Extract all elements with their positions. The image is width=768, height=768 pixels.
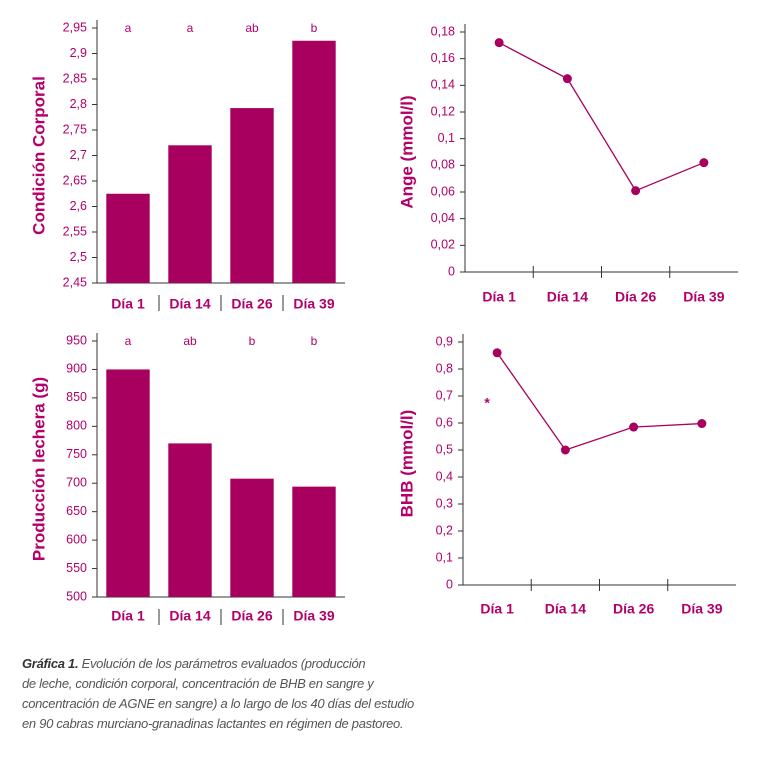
x-tick-label: Día 39 (681, 601, 722, 617)
point (629, 422, 639, 432)
y-tick-label: 0,1 (438, 131, 455, 145)
x-tick-label: Día 26 (231, 608, 272, 624)
significance-letter: ab (183, 334, 197, 348)
x-tick-label: Día 26 (615, 289, 656, 305)
y-tick-label: 2,6 (70, 199, 87, 213)
y-axis-title: Condición Corporal (29, 76, 48, 235)
y-tick-label: 900 (66, 362, 87, 376)
caption-line: de leche, condición corporal, concentrac… (22, 676, 374, 691)
y-tick-label: 0,02 (431, 238, 455, 252)
y-tick-label: 0,2 (436, 523, 453, 537)
x-tick-label: Día 14 (545, 601, 586, 617)
significance-letter: ab (245, 21, 259, 35)
point (492, 348, 502, 358)
y-tick-label: 2,75 (63, 122, 87, 136)
significance-mark: * (484, 395, 490, 411)
x-tick-label: Día 39 (293, 296, 334, 312)
significance-letter: a (125, 334, 132, 348)
y-tick-label: 0,06 (431, 184, 455, 198)
bar (168, 443, 212, 597)
point (494, 38, 504, 48)
x-tick-label: Día 1 (480, 601, 514, 617)
y-tick-label: 0,5 (436, 442, 453, 456)
point (560, 445, 570, 455)
y-tick-label: 500 (66, 589, 87, 603)
y-axis-title: Producción lechera (g) (29, 377, 48, 561)
caption-line: concentración de AGNE en sangre) a lo la… (22, 696, 414, 711)
caption-label: Gráfica 1. (22, 656, 79, 671)
x-tick-label: Día 14 (169, 608, 210, 624)
y-tick-label: 2,95 (63, 20, 87, 34)
y-tick-label: 0,08 (431, 158, 455, 172)
y-tick-label: 0 (448, 264, 455, 278)
y-tick-label: 0,4 (436, 469, 453, 483)
y-tick-label: 2,55 (63, 224, 87, 238)
caption: Gráfica 1. Evolución de los parámetros e… (22, 654, 414, 734)
significance-letter: a (125, 21, 132, 35)
y-tick-label: 2,85 (63, 71, 87, 85)
y-tick-label: 600 (66, 532, 87, 546)
charts: 2,45 2,5 2,55 2,6 2,65 2,7 2,75 2,8 2,85 2,9 2,95 C… (29, 20, 738, 625)
y-tick-label: 0 (446, 577, 453, 591)
y-tick-label: 850 (66, 390, 87, 404)
bar (106, 193, 150, 283)
y-axis-title: Ange (mmol/l) (397, 95, 416, 208)
bar (292, 486, 336, 597)
point (562, 74, 572, 84)
y-tick-label: 550 (66, 561, 87, 575)
significance-letter: b (311, 334, 318, 348)
y-tick-label: 0,3 (436, 496, 453, 510)
y-tick-label: 800 (66, 419, 87, 433)
point (697, 419, 707, 429)
bar (292, 40, 336, 283)
y-tick-label: 0,12 (431, 104, 455, 118)
bar (106, 369, 150, 597)
x-tick-label: Día 1 (482, 289, 516, 305)
bar (230, 478, 274, 597)
y-tick-label: 0,1 (436, 550, 453, 564)
x-tick-label: Día 26 (613, 601, 654, 617)
y-tick-label: 0,14 (431, 78, 455, 92)
y-tick-label: 0,18 (431, 24, 455, 38)
line (498, 42, 705, 192)
point (631, 186, 641, 196)
y-tick-label: 700 (66, 476, 87, 490)
y-tick-label: 0,6 (436, 415, 453, 429)
y-tick-label: 750 (66, 447, 87, 461)
y-tick-label: 950 (66, 333, 87, 347)
point (699, 158, 709, 168)
x-tick-label: Día 1 (111, 296, 145, 312)
y-tick-label: 0,7 (436, 388, 453, 402)
y-tick-label: 2,5 (70, 250, 87, 264)
y-tick-label: 0,8 (436, 361, 453, 375)
significance-letter: b (249, 334, 256, 348)
y-tick-label: 2,7 (70, 148, 87, 162)
y-axis-title: BHB (mmol/l) (397, 410, 416, 518)
caption-line: Evolución de los parámetros evaluados (p… (81, 656, 366, 671)
line (496, 352, 702, 451)
x-tick-label: Día 26 (231, 296, 272, 312)
significance-letter: b (311, 21, 318, 35)
y-tick-label: 0,9 (436, 334, 453, 348)
bar (230, 108, 274, 283)
y-tick-label: 0,16 (431, 51, 455, 65)
bar (168, 145, 212, 283)
x-tick-label: Día 14 (547, 289, 588, 305)
y-tick-label: 2,45 (63, 275, 87, 289)
y-tick-label: 2,9 (70, 46, 87, 60)
y-tick-label: 2,65 (63, 173, 87, 187)
y-tick-label: 650 (66, 504, 87, 518)
x-tick-label: Día 14 (169, 296, 210, 312)
y-tick-label: 2,8 (70, 97, 87, 111)
caption-line: en 90 cabras murciano-granadinas lactant… (22, 716, 404, 731)
x-tick-label: Día 39 (293, 608, 334, 624)
x-tick-label: Día 39 (683, 289, 724, 305)
y-tick-label: 0,04 (431, 211, 455, 225)
x-tick-label: Día 1 (111, 608, 145, 624)
significance-letter: a (187, 21, 194, 35)
